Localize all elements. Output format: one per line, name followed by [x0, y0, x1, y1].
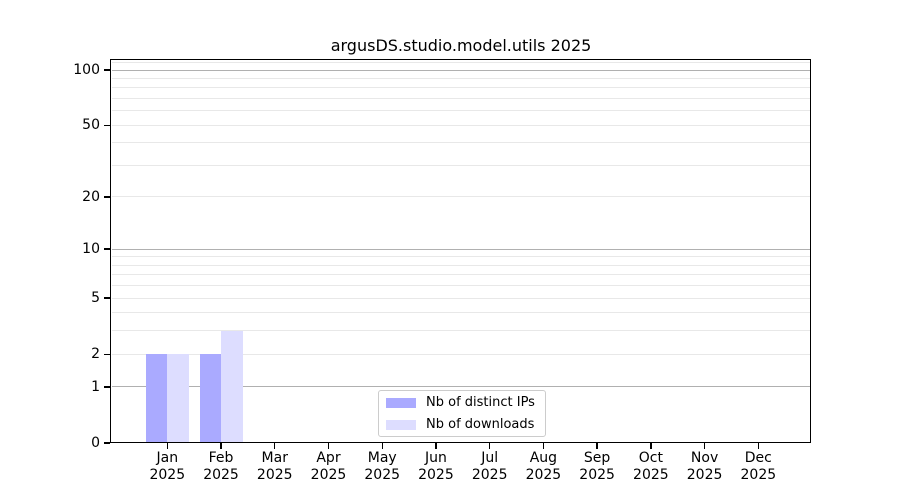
y-tick-2	[104, 354, 110, 355]
legend: Nb of distinct IPs Nb of downloads	[378, 390, 546, 437]
y-tick-1	[104, 386, 110, 387]
x-tick-jun	[435, 443, 436, 449]
y-tick-20	[104, 196, 110, 197]
x-tick-may	[382, 443, 383, 449]
y-tick-label-5: 5	[91, 290, 100, 306]
x-tick-oct	[650, 443, 651, 449]
x-tick-label-dec: Dec2025	[718, 450, 798, 484]
x-tick-sep	[596, 443, 597, 449]
x-tick-jul	[489, 443, 490, 449]
x-tick-mar	[274, 443, 275, 449]
y-tick-0	[104, 442, 110, 443]
y-tick-10	[104, 248, 110, 249]
legend-label-downloads: Nb of downloads	[426, 417, 534, 432]
x-tick-apr	[328, 443, 329, 449]
y-tick-label-50: 50	[82, 117, 100, 133]
legend-item-downloads: Nb of downloads	[386, 417, 545, 432]
x-tick-jan	[167, 443, 168, 449]
y-tick-label-20: 20	[82, 189, 100, 205]
x-tick-year-dec: 2025	[718, 467, 798, 484]
y-tick-label-2: 2	[91, 346, 100, 362]
y-tick-5	[104, 297, 110, 298]
y-tick-label-1: 1	[91, 379, 100, 395]
chart-title: argusDS.studio.model.utils 2025	[110, 36, 812, 55]
y-tick-label-0: 0	[91, 435, 100, 451]
y-tick-50	[104, 125, 110, 126]
x-tick-aug	[543, 443, 544, 449]
plot-area	[110, 59, 811, 443]
legend-item-distinct-ips: Nb of distinct IPs	[386, 395, 545, 410]
chart-canvas: argusDS.studio.model.utils 2025 0 1 2 5 10 20…	[0, 0, 900, 500]
x-tick-dec	[758, 443, 759, 449]
x-tick-feb	[220, 443, 221, 449]
y-tick-label-100: 100	[73, 62, 100, 78]
legend-label-distinct-ips: Nb of distinct IPs	[426, 395, 535, 410]
x-tick-nov	[704, 443, 705, 449]
y-tick-100	[104, 69, 110, 70]
y-tick-label-10: 10	[82, 241, 100, 257]
legend-swatch-distinct-ips	[386, 398, 416, 408]
legend-swatch-downloads	[386, 420, 416, 430]
